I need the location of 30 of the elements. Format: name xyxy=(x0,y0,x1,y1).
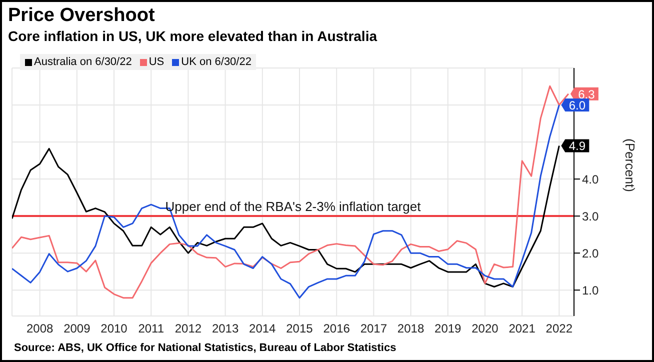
chart-subtitle: Core inflation in US, UK more elevated than in Australia xyxy=(8,28,377,44)
x-tick-label: 2020 xyxy=(472,322,499,336)
x-tick-label: 2016 xyxy=(323,322,350,336)
x-tick-label: 2010 xyxy=(100,322,128,336)
x-tick-label: 2015 xyxy=(286,322,314,336)
y-tick-label: 2.0 xyxy=(582,246,600,260)
y-tick-label: 1.0 xyxy=(582,283,600,298)
x-tick-label: 2008 xyxy=(26,322,54,336)
x-tick-label: 2009 xyxy=(64,322,91,336)
data-label: 6.0 xyxy=(568,98,586,113)
chart-title: Price Overshoot xyxy=(8,5,155,27)
x-tick-label: 2013 xyxy=(212,322,239,336)
x-tick-label: 2019 xyxy=(434,322,462,336)
ref-line-label: Upper end of the RBA's 2-3% inflation target xyxy=(165,199,422,214)
y-tick-label: 3.0 xyxy=(582,209,600,224)
y-axis-title: (Percent) xyxy=(622,138,638,192)
source-note: Source: ABS, UK Office for National Statistics, Bureau of Labor Statistics xyxy=(14,342,396,354)
data-label: 6.3 xyxy=(578,87,596,102)
x-tick-label: 2011 xyxy=(138,322,164,336)
legend-label: UK on 6/30/22 xyxy=(181,56,252,68)
x-tick-label: 2022 xyxy=(546,322,573,336)
legend-label: US xyxy=(148,56,164,68)
x-tick-label: 2012 xyxy=(174,322,202,336)
x-tick-label: 2018 xyxy=(397,322,424,336)
x-tick-label: 2017 xyxy=(360,322,388,336)
y-tick-label: 4.0 xyxy=(582,172,600,186)
x-tick-label: 2014 xyxy=(249,322,276,336)
legend-label: Australia on 6/30/22 xyxy=(34,56,132,68)
x-tick-label: 2021 xyxy=(508,322,536,336)
data-label: 4.9 xyxy=(568,139,586,154)
